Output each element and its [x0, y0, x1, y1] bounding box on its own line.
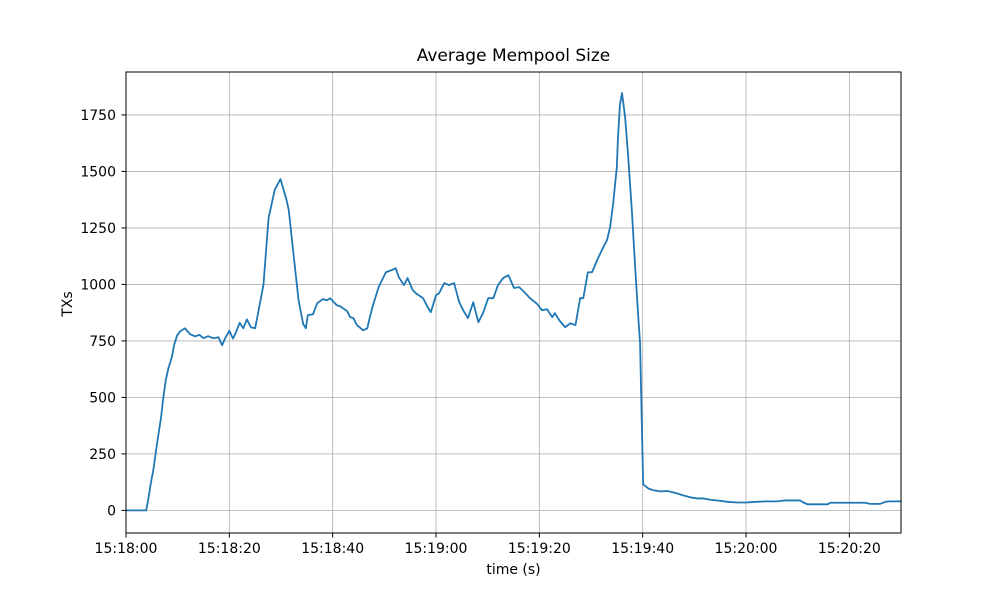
y-axis-label: TXs — [60, 291, 76, 317]
y-tick-label: 500 — [89, 390, 116, 406]
y-tick-label: 1750 — [80, 108, 116, 124]
y-tick-label: 1250 — [80, 221, 116, 237]
x-tick-label: 15:18:00 — [95, 541, 158, 557]
x-axis-label: time (s) — [486, 562, 541, 578]
axes-frame — [125, 71, 902, 534]
x-tick-label: 15:18:20 — [198, 541, 261, 557]
y-tick-label: 250 — [89, 447, 116, 463]
y-tick-label: 0 — [107, 503, 116, 519]
mempool-series-line — [125, 92, 902, 512]
x-tick-label: 15:20:00 — [715, 541, 778, 557]
x-tick-label: 15:18:40 — [301, 541, 364, 557]
x-tick-label: 15:20:20 — [818, 541, 881, 557]
chart-title: Average Mempool Size — [416, 46, 611, 66]
y-tick-label: 1500 — [80, 164, 116, 180]
plot-background — [126, 72, 901, 533]
x-tick-label: 15:19:00 — [405, 541, 468, 557]
y-tick-label: 750 — [89, 334, 116, 350]
y-tick-label: 1000 — [80, 277, 116, 293]
x-tick-label: 15:19:20 — [508, 541, 571, 557]
x-tick-label: 15:19:40 — [611, 541, 674, 557]
